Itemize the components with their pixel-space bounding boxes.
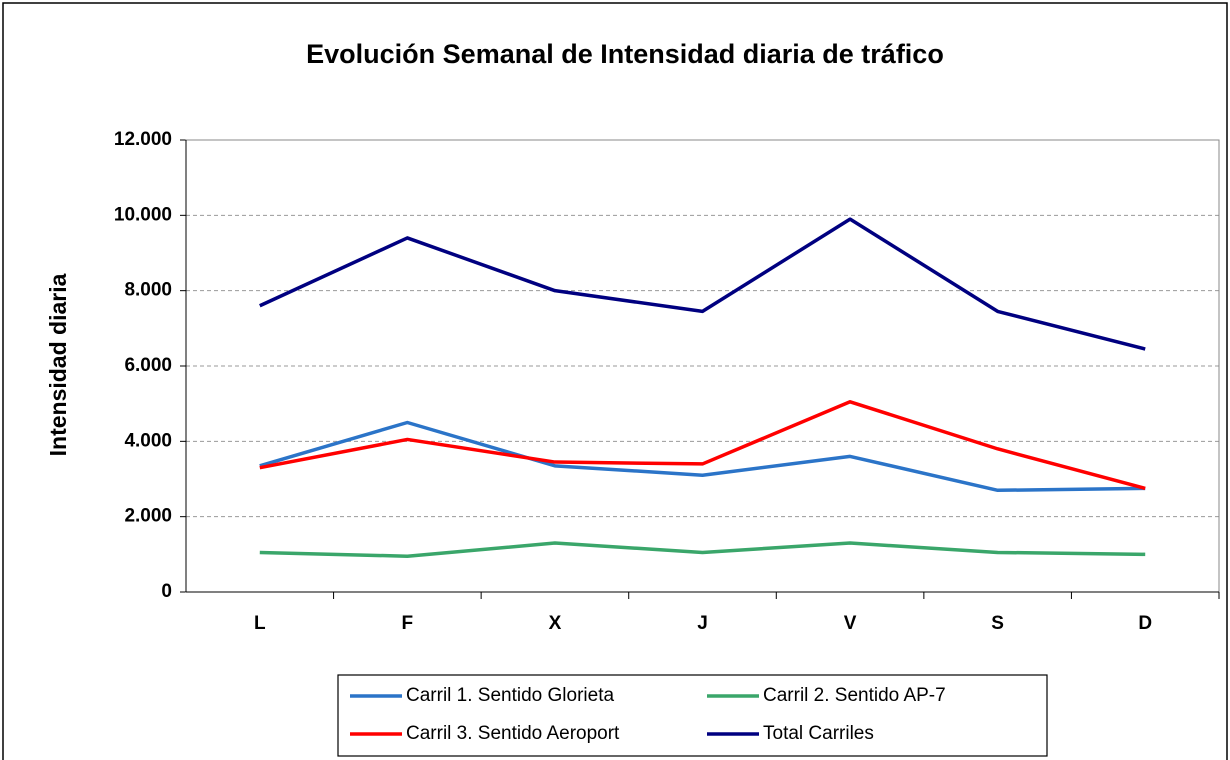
y-tick-label: 6.000 [124,355,172,376]
y-tick-label: 12.000 [114,129,172,150]
x-tick-label: F [402,613,414,634]
x-tick-label: L [254,613,266,634]
chart-title: Evolución Semanal de Intensidad diaria d… [306,39,944,69]
series-line [259,420,1146,493]
series-line [259,217,1146,351]
x-tick-label: V [844,613,857,634]
legend-label: Carril 1. Sentido Glorieta [406,685,614,706]
y-tick-label: 10.000 [114,204,172,225]
series-line [259,541,1146,558]
legend-label: Carril 2. Sentido AP-7 [763,685,946,706]
series-line [259,400,1146,491]
x-tick-label: D [1138,613,1152,634]
x-tick-label: X [549,613,562,634]
x-tick-label: J [697,613,708,634]
y-tick-label: 2.000 [124,506,172,527]
y-tick-label: 4.000 [124,430,172,451]
legend-label: Total Carriles [763,723,874,744]
legend-label: Carril 3. Sentido Aeroport [406,723,620,744]
x-tick-label: S [991,613,1004,634]
y-axis-label: Intensidad diaria [45,273,71,456]
y-tick-label: 0 [161,581,172,602]
legend [337,674,1048,757]
y-tick-label: 8.000 [124,280,172,301]
